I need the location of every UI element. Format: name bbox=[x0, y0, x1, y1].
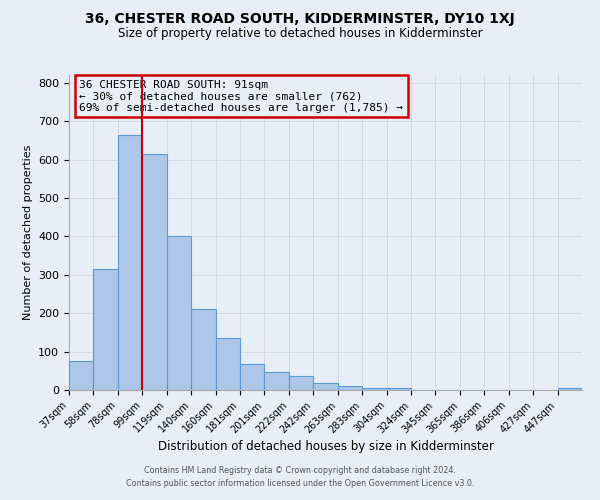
Text: 36, CHESTER ROAD SOUTH, KIDDERMINSTER, DY10 1XJ: 36, CHESTER ROAD SOUTH, KIDDERMINSTER, D… bbox=[85, 12, 515, 26]
Text: 36 CHESTER ROAD SOUTH: 91sqm
← 30% of detached houses are smaller (762)
69% of s: 36 CHESTER ROAD SOUTH: 91sqm ← 30% of de… bbox=[79, 80, 403, 113]
Bar bbox=[313, 383, 338, 390]
Bar bbox=[118, 134, 142, 390]
Bar bbox=[142, 154, 167, 390]
Bar bbox=[557, 388, 582, 390]
Text: Size of property relative to detached houses in Kidderminster: Size of property relative to detached ho… bbox=[118, 28, 482, 40]
Y-axis label: Number of detached properties: Number of detached properties bbox=[23, 145, 32, 320]
X-axis label: Distribution of detached houses by size in Kidderminster: Distribution of detached houses by size … bbox=[158, 440, 493, 454]
Bar bbox=[338, 386, 362, 390]
Bar bbox=[94, 269, 118, 390]
Text: Contains HM Land Registry data © Crown copyright and database right 2024.
Contai: Contains HM Land Registry data © Crown c… bbox=[126, 466, 474, 487]
Bar bbox=[386, 388, 411, 390]
Bar bbox=[362, 388, 386, 390]
Bar bbox=[265, 372, 289, 390]
Bar bbox=[191, 310, 215, 390]
Bar bbox=[69, 361, 94, 390]
Bar bbox=[215, 338, 240, 390]
Bar bbox=[167, 236, 191, 390]
Bar bbox=[289, 376, 313, 390]
Bar bbox=[240, 364, 265, 390]
